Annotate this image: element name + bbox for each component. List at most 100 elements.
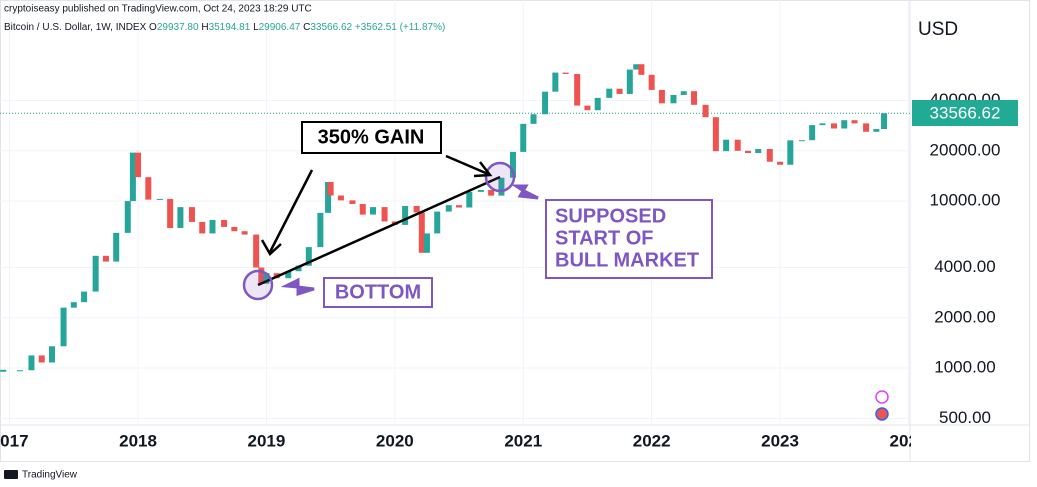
candle xyxy=(188,207,195,222)
ohlc-value: 29906.47 xyxy=(259,22,301,33)
start-box xyxy=(545,199,713,279)
x-tick-label: 2017 xyxy=(0,431,29,450)
candle xyxy=(777,161,784,165)
candle xyxy=(434,211,441,234)
candle xyxy=(28,355,35,371)
candle xyxy=(145,177,152,200)
y-tick-label: 20000.00 xyxy=(930,140,1001,159)
candle xyxy=(658,89,665,104)
candle xyxy=(702,104,709,118)
y-tick-label: 500.00 xyxy=(939,408,991,427)
candle xyxy=(445,205,452,212)
candle xyxy=(648,74,655,90)
x-tick-label: 2019 xyxy=(248,431,286,450)
candle xyxy=(381,207,388,222)
candle xyxy=(863,123,870,132)
candle xyxy=(253,234,260,268)
candle xyxy=(423,233,430,253)
candle xyxy=(712,117,719,152)
change: +3562.51 (+11.87%) xyxy=(355,22,445,33)
ohlc-value: 29937.80 xyxy=(157,22,199,33)
ohlc-label: C xyxy=(303,22,310,33)
candle xyxy=(574,73,581,106)
price-axis-bg xyxy=(911,426,1029,461)
ohlc-label: O xyxy=(149,22,157,33)
candle xyxy=(841,120,848,129)
symbol: Bitcoin / U.S. Dollar, 1W, INDEX xyxy=(4,22,147,33)
candle xyxy=(325,182,332,213)
trend-line xyxy=(257,175,501,287)
gain-box xyxy=(301,121,442,154)
candle xyxy=(819,123,826,126)
candle xyxy=(305,247,312,266)
price-tag-label: 33566.62 xyxy=(930,103,1001,122)
candle xyxy=(638,64,645,75)
candle xyxy=(670,94,677,104)
candle xyxy=(60,307,67,347)
candle xyxy=(16,370,23,372)
candle xyxy=(616,88,623,94)
candle xyxy=(530,114,537,124)
icon xyxy=(875,407,889,421)
candle xyxy=(231,226,238,232)
candle xyxy=(626,69,633,94)
candle xyxy=(221,220,228,227)
candle xyxy=(38,355,45,363)
candle xyxy=(327,182,334,196)
icon xyxy=(875,390,889,404)
start-label: SUPPOSED xyxy=(555,205,666,227)
candle xyxy=(113,232,120,262)
candle xyxy=(723,139,730,152)
candle xyxy=(337,195,344,201)
candle xyxy=(199,221,206,234)
currency: USD xyxy=(918,19,958,40)
bottom-label: BOTTOM xyxy=(335,281,421,303)
candle xyxy=(809,125,816,141)
candle xyxy=(830,123,837,129)
candle xyxy=(349,200,356,205)
candle xyxy=(418,212,425,253)
candle xyxy=(285,271,292,279)
candle xyxy=(167,198,174,228)
ohlc-value: 35194.81 xyxy=(209,22,251,33)
footer: TradingView xyxy=(22,470,78,481)
start-circle xyxy=(484,161,516,193)
x-tick-label: 2018 xyxy=(119,431,157,450)
candle xyxy=(873,129,880,132)
candle xyxy=(413,205,420,213)
candle xyxy=(177,207,184,228)
candle xyxy=(520,123,527,152)
y-tick-label: 4000.00 xyxy=(934,257,995,276)
candle xyxy=(594,97,601,111)
gain-arrow xyxy=(445,154,493,178)
candle xyxy=(691,91,698,105)
bottom-arrow xyxy=(280,277,315,297)
start-arrow xyxy=(511,184,539,200)
candle xyxy=(92,255,99,292)
candle xyxy=(488,189,495,196)
y-tick-label: 2000.00 xyxy=(934,307,995,326)
ohlc-value: 33566.62 xyxy=(310,22,352,33)
symbol-legend: Bitcoin / U.S. Dollar, 1W, INDEX O29937.… xyxy=(4,22,445,33)
price-tag xyxy=(912,100,1018,126)
candle xyxy=(402,205,409,225)
bottom-circle xyxy=(242,269,274,301)
candle xyxy=(317,212,324,248)
candle xyxy=(241,231,248,235)
ohlc-label: L xyxy=(253,22,259,33)
candle xyxy=(102,255,109,262)
candle xyxy=(209,220,216,234)
header: cryptoiseasy published on TradingView.co… xyxy=(4,4,312,15)
ohlc-label: H xyxy=(201,22,208,33)
candle xyxy=(498,177,505,196)
candle xyxy=(509,151,516,178)
candle xyxy=(466,191,473,208)
candle xyxy=(129,152,136,202)
frame xyxy=(0,0,1030,462)
candle xyxy=(542,91,549,115)
candle xyxy=(156,198,163,200)
gain-arrow xyxy=(260,169,314,256)
logo xyxy=(4,470,18,479)
y-tick-label: 10000.00 xyxy=(930,191,1001,210)
